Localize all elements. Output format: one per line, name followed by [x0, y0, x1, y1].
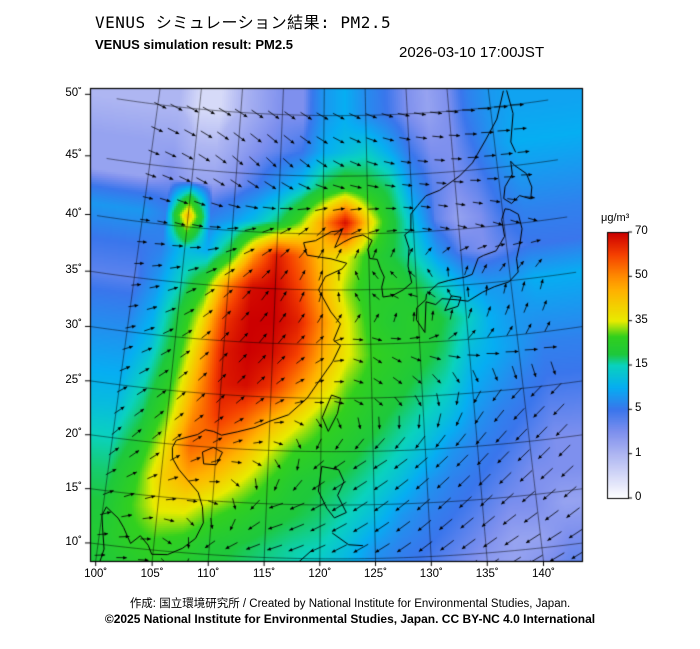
- colorbar-tick-label: 5: [635, 402, 642, 415]
- colorbar-tick-label: 1: [635, 446, 642, 459]
- credit-line: 作成: 国立環境研究所 / Created by National Instit…: [129, 598, 571, 610]
- lon-tick-label: 130˚: [419, 568, 443, 580]
- colorbar-tick-label: 15: [635, 358, 648, 370]
- timestamp: 2026-03-10 17:00JST: [399, 44, 545, 61]
- lon-tick-label: 135˚: [475, 568, 499, 580]
- lat-tick-label: 10˚: [65, 535, 82, 548]
- title-english: VENUS simulation result: PM2.5: [95, 37, 293, 52]
- title-japanese: VENUS シミュレーション結果: PM2.5: [95, 13, 392, 32]
- lon-tick-label: 105˚: [140, 568, 164, 580]
- lon-tick-label: 140˚: [531, 568, 555, 580]
- lon-tick-label: 100˚: [84, 568, 108, 580]
- colorbar-tick-label: 50: [635, 269, 648, 282]
- colorbar-tick-label: 35: [635, 313, 648, 326]
- lat-tick-label: 35˚: [65, 264, 82, 277]
- lon-tick-label: 115˚: [253, 568, 276, 580]
- lon-tick-label: 110˚: [197, 568, 220, 580]
- colorbar-tick-label: 0: [635, 491, 642, 503]
- colorbar-tick-label: 70: [635, 225, 648, 237]
- lat-tick-label: 50˚: [65, 87, 82, 100]
- lat-tick-label: 25˚: [65, 373, 82, 386]
- lat-tick-label: 20˚: [65, 427, 82, 440]
- copyright-line: ©2025 National Institute for Environment…: [104, 612, 596, 626]
- lat-tick-label: 40˚: [65, 207, 82, 220]
- lat-tick-label: 30˚: [65, 319, 82, 332]
- lon-tick-label: 120˚: [308, 568, 332, 580]
- lat-tick-label: 45˚: [65, 148, 82, 161]
- colorbar-units-label: μg/m³: [601, 212, 630, 224]
- lat-tick-label: 15˚: [65, 481, 82, 494]
- lon-tick-label: 125˚: [364, 568, 388, 580]
